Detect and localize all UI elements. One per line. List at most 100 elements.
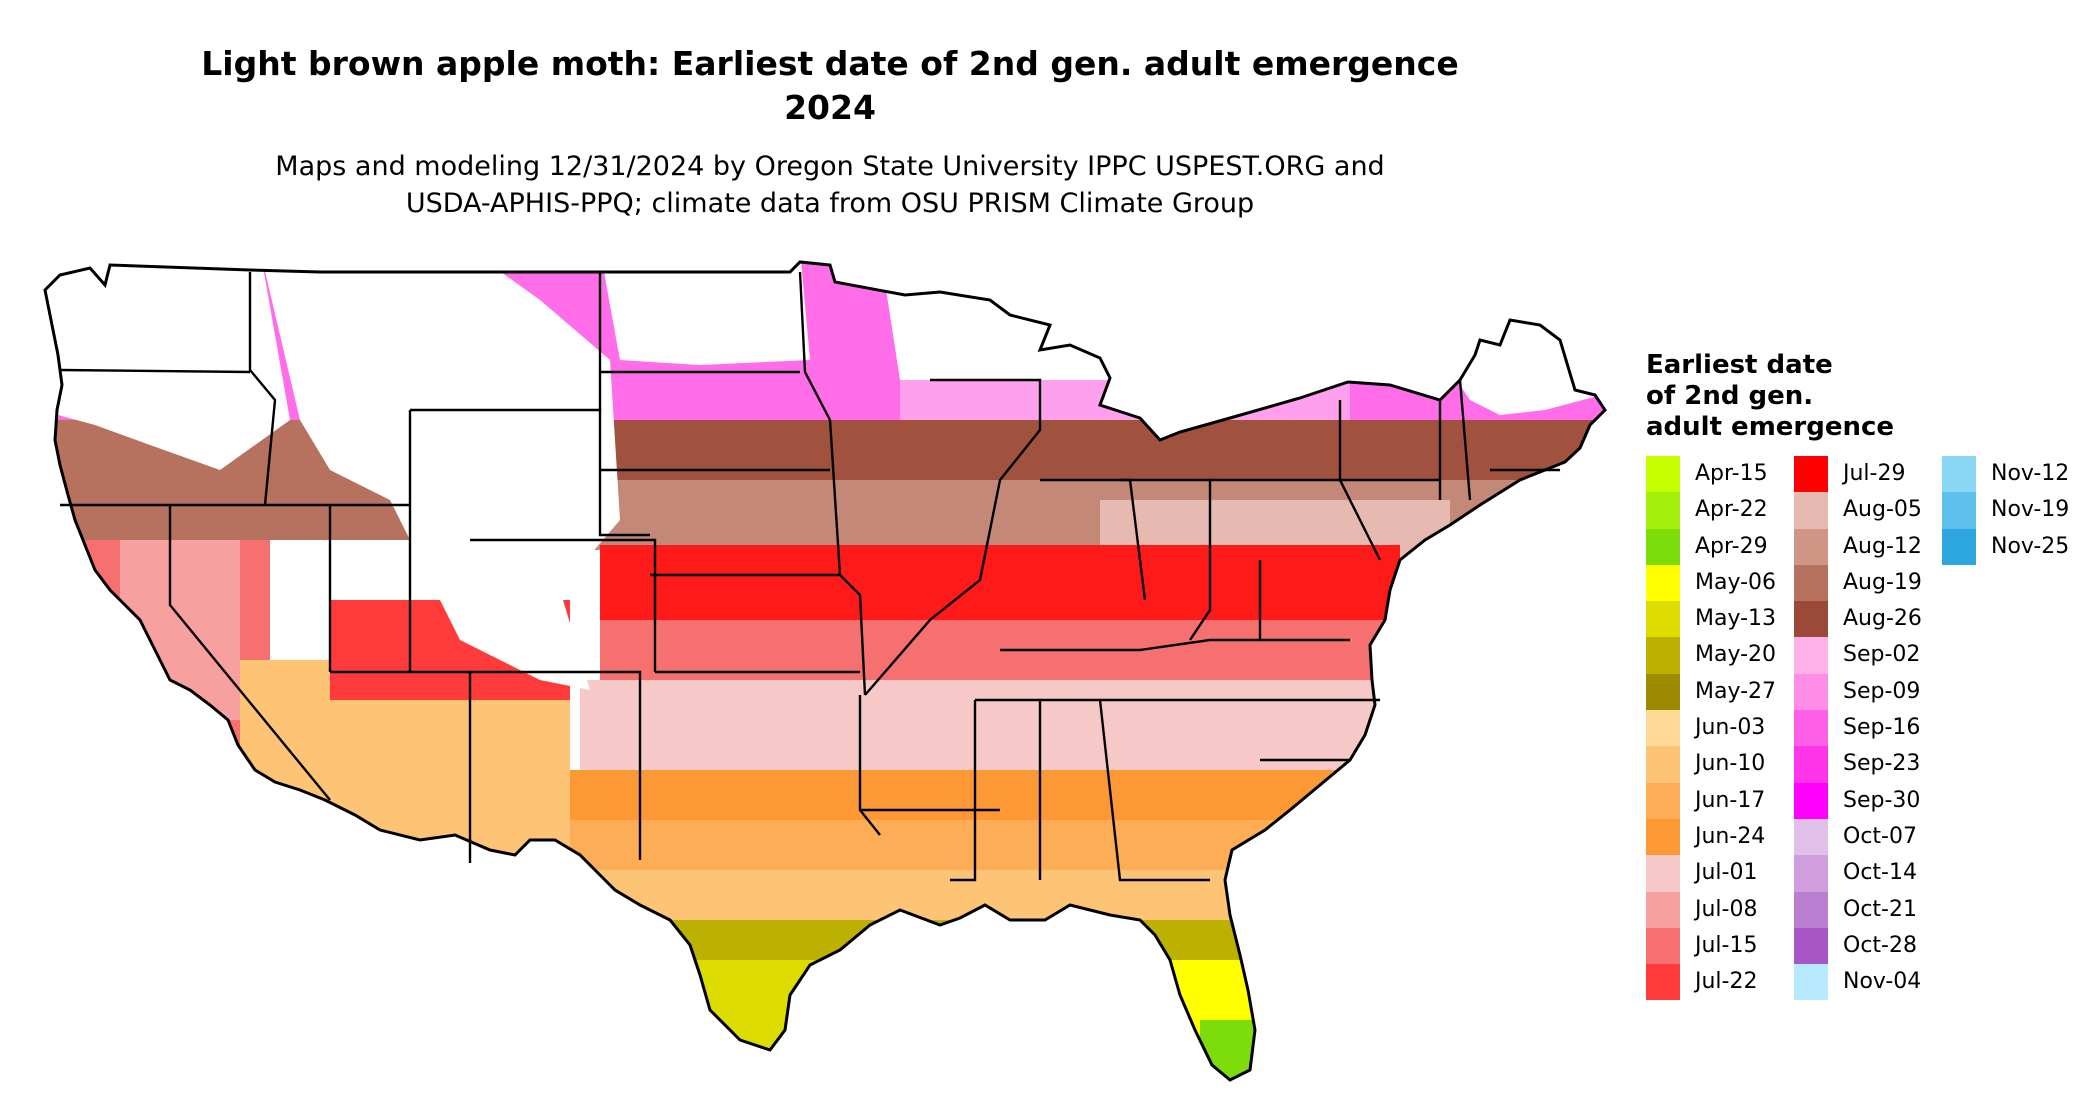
legend-label: Jul-15 <box>1695 932 1758 958</box>
legend-label: Jul-01 <box>1695 860 1758 886</box>
legend-item: Sep-02 <box>1794 637 1944 674</box>
legend-item: Oct-14 <box>1794 855 1944 892</box>
legend-swatch <box>1646 891 1680 928</box>
legend-item: Jul-15 <box>1646 927 1796 965</box>
legend-label: Aug-19 <box>1843 569 1922 595</box>
legend-column: Jul-29 Aug-05 Aug-12 Aug-19 Aug-26 Sep-02 Sep-… <box>1794 456 1944 1001</box>
legend-swatch <box>1794 855 1828 892</box>
legend-swatch <box>1646 673 1680 711</box>
legend-swatch <box>1646 855 1680 892</box>
legend-swatch <box>1794 528 1828 565</box>
legend-swatch <box>1794 673 1828 711</box>
no-emergence-maine <box>1440 262 1605 415</box>
legend-title: Earliest date of 2nd gen. adult emergenc… <box>1646 350 1895 442</box>
legend-swatch <box>1646 710 1680 747</box>
legend-swatch <box>1646 528 1680 565</box>
legend-swatch <box>1646 927 1680 965</box>
page-title: Light brown apple moth: Earliest date of… <box>201 44 1459 127</box>
legend-item: Sep-30 <box>1794 782 1944 819</box>
legend-label: Aug-05 <box>1843 497 1922 523</box>
legend-swatch <box>1646 492 1680 529</box>
legend-item: Apr-22 <box>1646 492 1796 529</box>
legend-item: May-06 <box>1646 564 1796 602</box>
legend-label: Sep-23 <box>1843 751 1921 777</box>
legend-swatch <box>1794 710 1828 747</box>
legend-label: Sep-30 <box>1843 787 1921 813</box>
legend-item: Jul-08 <box>1646 891 1796 928</box>
legend-swatch <box>1794 927 1828 965</box>
legend-label: Jul-08 <box>1695 896 1758 922</box>
legend-swatch <box>1794 456 1828 493</box>
band-jul15 <box>600 620 1450 690</box>
legend-swatch <box>1942 492 1976 529</box>
legend-label: Nov-12 <box>1991 461 2070 486</box>
legend-swatch <box>1942 528 1976 565</box>
legend-label: May-13 <box>1695 606 1777 632</box>
legend-item: Aug-05 <box>1794 492 1944 529</box>
legend-swatch <box>1646 564 1680 602</box>
legend-swatch <box>1794 601 1828 638</box>
legend-swatch <box>1794 637 1828 674</box>
legend-label: Sep-09 <box>1843 678 1921 704</box>
legend-label: Apr-15 <box>1695 461 1768 486</box>
legend-label: Oct-21 <box>1843 896 1917 922</box>
legend-item: Jul-29 <box>1794 456 1944 493</box>
legend-item: Jul-22 <box>1646 964 1796 1001</box>
no-emergence-northwest <box>45 262 290 470</box>
legend-item: Nov-19 <box>1942 492 2092 529</box>
legend-label: Nov-04 <box>1843 969 1922 995</box>
legend-item: Jun-24 <box>1646 818 1796 856</box>
legend-label: Nov-19 <box>1991 497 2070 523</box>
legend-label: Apr-22 <box>1695 497 1768 523</box>
legend-label: Oct-14 <box>1843 860 1917 886</box>
legend-label: Oct-28 <box>1843 932 1917 958</box>
legend-item: Jun-10 <box>1646 746 1796 783</box>
legend-label: Sep-16 <box>1843 715 1921 741</box>
legend-item: Nov-12 <box>1942 456 2092 493</box>
legend-swatch <box>1794 782 1828 819</box>
legend-swatch <box>1794 492 1828 529</box>
legend-item: Nov-25 <box>1942 528 2092 565</box>
legend-label: May-20 <box>1695 642 1777 668</box>
legend-swatch <box>1794 891 1828 928</box>
legend-swatch <box>1646 818 1680 856</box>
legend-label: Oct-07 <box>1843 823 1917 849</box>
no-emergence-rockies <box>260 262 620 690</box>
legend-item: Sep-23 <box>1794 746 1944 783</box>
legend-label: Jun-24 <box>1695 823 1766 849</box>
legend-swatch <box>1794 818 1828 856</box>
legend-label: Aug-26 <box>1843 606 1922 632</box>
band-florida-tip <box>1200 1020 1270 1080</box>
emergence-color-bands <box>45 262 1605 1080</box>
legend-label: Jun-17 <box>1695 787 1766 813</box>
legend-label: Jul-22 <box>1695 969 1758 995</box>
legend-item: May-20 <box>1646 637 1796 674</box>
legend-swatch <box>1646 456 1680 493</box>
legend-label: Apr-29 <box>1695 533 1768 559</box>
legend-swatch <box>1646 964 1680 1001</box>
legend-item: Apr-15 <box>1646 456 1796 493</box>
legend-item: Oct-07 <box>1794 818 1944 856</box>
legend-item: May-13 <box>1646 601 1796 638</box>
page-subtitle: Maps and modeling 12/31/2024 by Oregon S… <box>275 151 1385 219</box>
legend-item: Aug-19 <box>1794 564 1944 602</box>
us-outline <box>43 260 1607 1082</box>
legend-swatch <box>1646 746 1680 783</box>
legend-swatch <box>1646 637 1680 674</box>
legend-label: Nov-25 <box>1991 533 2070 559</box>
legend-label: Jun-10 <box>1695 751 1766 777</box>
legend-swatch <box>1794 964 1828 1001</box>
legend-label: Sep-02 <box>1843 642 1921 668</box>
legend-label: Aug-12 <box>1843 533 1922 559</box>
us-emergence-map <box>43 260 1607 1082</box>
legend-item: Apr-29 <box>1646 528 1796 565</box>
legend-item: Sep-16 <box>1794 710 1944 747</box>
legend-item: Aug-12 <box>1794 528 1944 565</box>
legend-swatch <box>1942 456 1976 493</box>
legend-swatch <box>1794 746 1828 783</box>
legend-item: Jul-01 <box>1646 855 1796 892</box>
legend-item: Oct-21 <box>1794 891 1944 928</box>
legend-label: May-06 <box>1695 569 1777 595</box>
legend-item: Jun-17 <box>1646 782 1796 819</box>
legend-swatch <box>1794 564 1828 602</box>
